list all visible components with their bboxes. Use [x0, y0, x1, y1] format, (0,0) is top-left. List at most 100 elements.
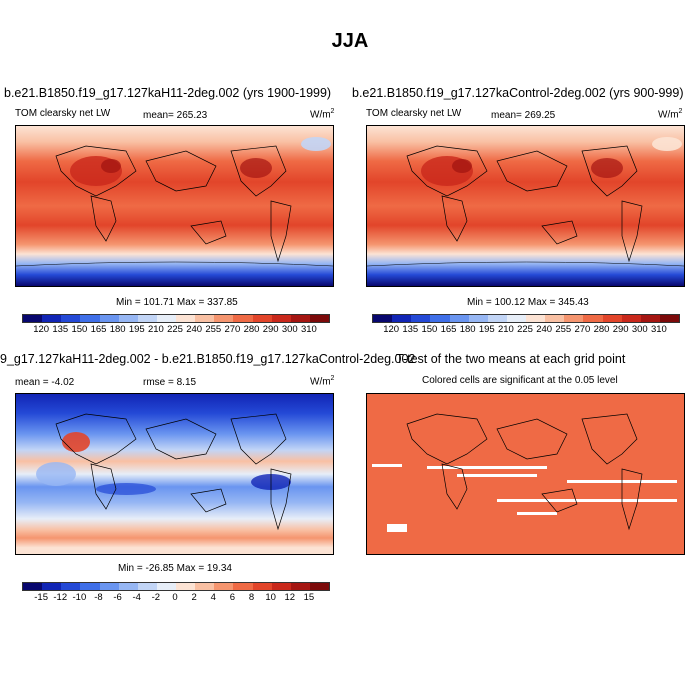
colorbar-tick-label: 8: [248, 592, 255, 603]
colorbar-swatch: [118, 583, 138, 590]
colorbar-tick-label: 255: [205, 324, 222, 335]
bottom-left-mean-label: mean = -4.02: [15, 377, 75, 388]
colorbar-tick-label: 300: [281, 324, 298, 335]
colorbar-tick-label: 225: [517, 324, 533, 335]
colorbar-swatch: [176, 583, 196, 590]
colorbar-swatch: [659, 315, 679, 322]
colorbar-swatch: [290, 583, 310, 590]
top-left-map: [15, 125, 334, 287]
colorbar-swatch: [449, 315, 469, 322]
top-left-minmax: Min = 101.71 Max = 337.85: [116, 297, 238, 308]
top-left-panel-title: b.e21.B1850.f19_g17.127kaH11-2deg.002 (y…: [4, 86, 332, 100]
colorbar-tick-label: 135: [52, 324, 69, 335]
colorbar-tick-label: 225: [167, 324, 183, 335]
season-title: JJA: [331, 30, 369, 52]
colorbar-tick-label: 120: [33, 324, 50, 335]
colorbar-tick-label: 15: [303, 592, 315, 603]
colorbar-tick-label: -8: [94, 592, 103, 603]
colorbar-tick-label: 280: [593, 324, 610, 335]
colorbar-tick-label: -12: [53, 592, 68, 603]
colorbar-swatch: [252, 315, 272, 322]
bottom-right-map: [366, 393, 685, 555]
colorbar-swatch: [61, 315, 81, 322]
colorbar-swatch: [137, 583, 157, 590]
colorbar-swatch: [526, 315, 546, 322]
colorbar-swatch: [373, 315, 393, 322]
top-left-continents: [16, 137, 333, 267]
colorbar-swatch: [290, 315, 310, 322]
colorbar-tick-spacer: [372, 324, 382, 335]
colorbar-tick-label: 300: [631, 324, 648, 335]
bottom-left-map: [15, 393, 334, 555]
colorbar-swatch: [468, 315, 488, 322]
bottom-left-colorbar-labels: -15 -12 -10 -8 -6 -4 -2 0 2 4 6 8 10 12 15: [22, 592, 328, 603]
colorbar-tick-label: 210: [147, 324, 164, 335]
colorbar-swatch: [233, 315, 253, 322]
bottom-right-subtitle: Colored cells are significant at the 0.0…: [422, 375, 618, 386]
bottom-left-minmax: Min = -26.85 Max = 19.34: [118, 563, 232, 574]
colorbar-tick-label: 280: [243, 324, 260, 335]
colorbar-tick-label: 4: [210, 592, 216, 603]
colorbar-tick-label: 165: [90, 324, 107, 335]
colorbar-tick-label: 310: [650, 324, 667, 335]
colorbar-swatch: [233, 583, 253, 590]
colorbar-swatch: [411, 315, 431, 322]
colorbar-swatch: [80, 583, 100, 590]
colorbar-swatch: [271, 315, 291, 322]
colorbar-swatch: [176, 315, 196, 322]
colorbar-tick-label: 240: [186, 324, 203, 335]
colorbar-swatch: [392, 315, 412, 322]
colorbar-swatch: [583, 315, 603, 322]
bottom-left-colorbar: [22, 582, 330, 591]
colorbar-tick-label: 195: [478, 324, 495, 335]
colorbar-tick-label: -15: [34, 592, 48, 603]
top-left-variable-label: TOM clearsky net LW: [15, 108, 111, 119]
colorbar-tick-label: 180: [109, 324, 126, 335]
top-right-minmax: Min = 100.12 Max = 345.43: [467, 297, 589, 308]
bottom-right-panel-title: T-test of the two means at each grid poi…: [396, 352, 626, 366]
bottom-left-rmse-label: rmse = 8.15: [143, 377, 197, 388]
colorbar-swatch: [309, 583, 329, 590]
top-right-panel-title: b.e21.B1850.f19_g17.127kaControl-2deg.00…: [352, 86, 684, 100]
bottom-left-units-label: W/m2: [310, 375, 335, 388]
bottom-left-continents: [36, 413, 292, 531]
colorbar-swatch: [430, 315, 450, 322]
colorbar-tick-label: 150: [71, 324, 88, 335]
top-right-colorbar-labels: 120 135 150 165 180 195 210 225 240 255 270 280 290 3…: [372, 324, 678, 335]
colorbar-tick-label: -10: [72, 592, 87, 603]
colorbar-tick-label: -4: [132, 592, 141, 603]
colorbar-tick-label: -6: [113, 592, 122, 603]
colorbar-swatch: [271, 583, 291, 590]
colorbar-tick-label: 165: [440, 324, 457, 335]
top-left-colorbar: [22, 314, 330, 323]
colorbar-tick-label: 270: [224, 324, 241, 335]
colorbar-tick-label: 290: [262, 324, 279, 335]
colorbar-swatch: [23, 583, 43, 590]
colorbar-tick-label: 195: [128, 324, 145, 335]
colorbar-tick-label: 6: [229, 592, 236, 603]
top-left-colorbar-labels: 120 135 150 165 180 195 210 225 240 255 270 280 290 3…: [22, 324, 328, 335]
top-right-colorbar: [372, 314, 680, 323]
colorbar-tick-label: 240: [536, 324, 553, 335]
colorbar-tick-label: 270: [574, 324, 591, 335]
colorbar-swatch: [309, 315, 329, 322]
colorbar-swatch: [156, 583, 176, 590]
colorbar-tick-label: -2: [151, 592, 161, 603]
top-right-units-label: W/m2: [658, 108, 683, 121]
colorbar-tick-spacer: [22, 324, 32, 335]
top-right-continents: [367, 137, 684, 267]
colorbar-swatch: [195, 315, 215, 322]
colorbar-tick-label: 210: [497, 324, 514, 335]
colorbar-swatch: [118, 315, 138, 322]
colorbar-swatch: [42, 315, 62, 322]
colorbar-swatch: [506, 315, 526, 322]
bottom-right-continents: [372, 413, 677, 532]
colorbar-tick-label: 0: [172, 592, 178, 603]
colorbar-tick-label: 290: [612, 324, 629, 335]
colorbar-swatch: [61, 583, 81, 590]
colorbar-tick-label: 135: [402, 324, 419, 335]
colorbar-tick-label: 12: [284, 592, 296, 603]
colorbar-tick-label: 255: [555, 324, 572, 335]
colorbar-swatch: [42, 583, 62, 590]
colorbar-swatch: [156, 315, 176, 322]
